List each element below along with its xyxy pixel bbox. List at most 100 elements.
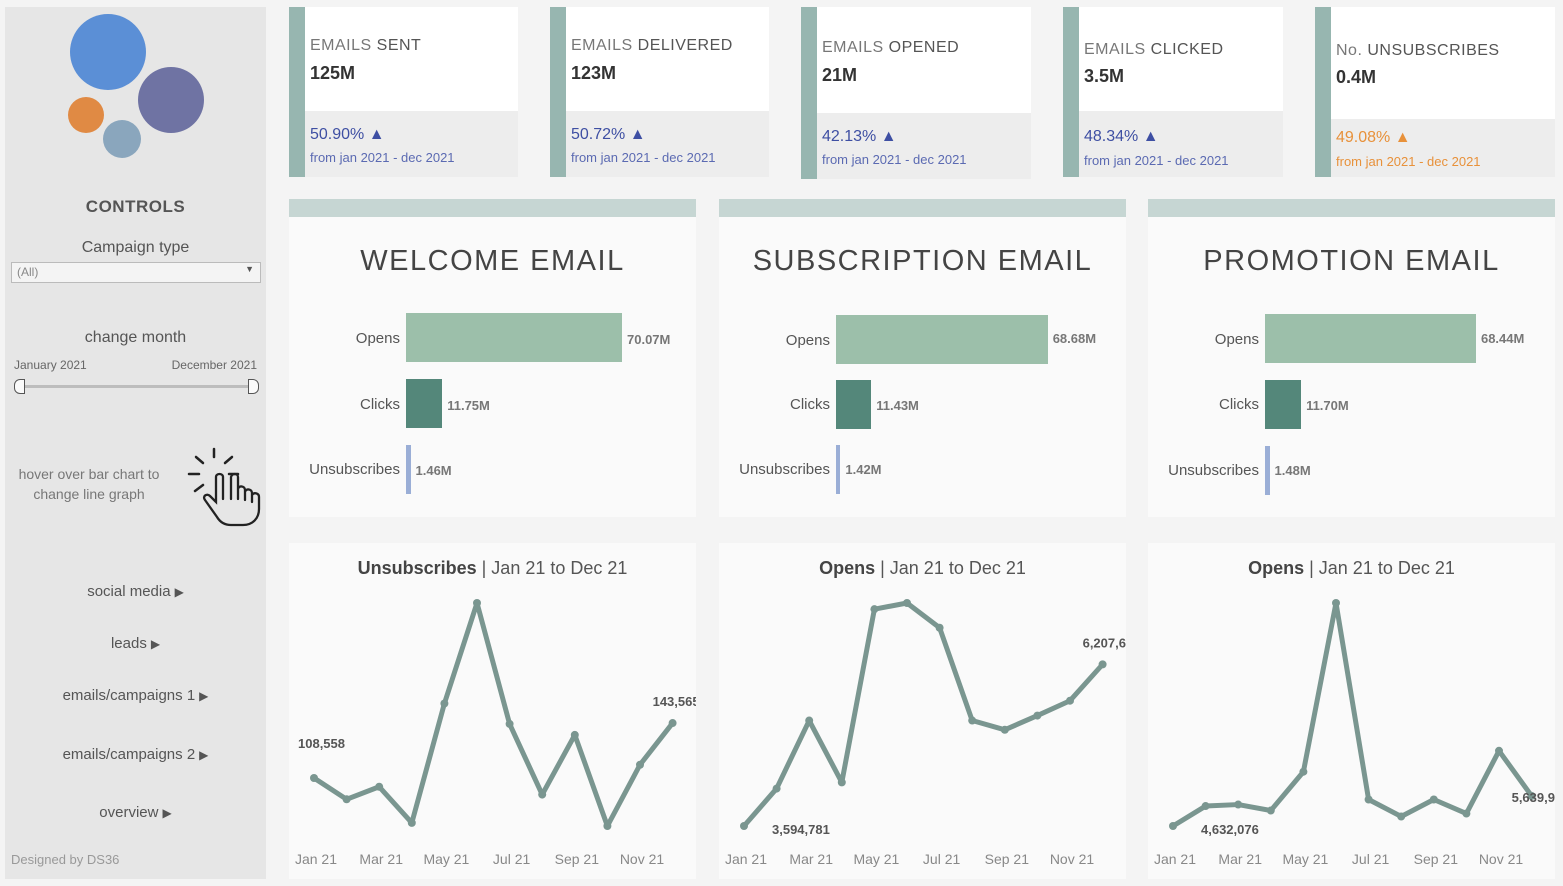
line-point[interactable]	[636, 760, 644, 769]
promotion-email-panel: PROMOTION EMAIL Opens 68.44M Clicks 11.7…	[1148, 217, 1555, 517]
campaign-type-dropdown[interactable]: (All) ▼	[11, 262, 261, 283]
x-tick-label: Jan 21	[295, 851, 337, 867]
line-point[interactable]	[935, 623, 944, 632]
line-point[interactable]	[668, 719, 677, 728]
line-point[interactable]	[1169, 822, 1177, 830]
panel-header-strip	[1148, 199, 1555, 217]
kpi-value: 0.4M	[1336, 67, 1377, 87]
kpi-label: EMAILS CLICKED	[1084, 41, 1224, 59]
line-data-label: 3,594,781	[772, 822, 830, 837]
line-point[interactable]	[505, 719, 514, 728]
bar-unsubscribes[interactable]	[836, 445, 841, 494]
line-point[interactable]	[1234, 800, 1243, 809]
line-point[interactable]	[968, 716, 977, 725]
sidebar: CONTROLS Campaign type (All) ▼ change mo…	[5, 7, 266, 879]
bar-label-opens: Opens	[785, 332, 830, 349]
line-point[interactable]	[1201, 802, 1210, 811]
bar-opens[interactable]	[406, 313, 622, 362]
bar-value-opens: 68.68M	[1052, 331, 1097, 346]
month-slider-track[interactable]	[18, 385, 258, 388]
line-chart-promotion[interactable]: 4,632,076 5,639,915 Jan 21 Mar 21 May 21 Jul …	[1148, 543, 1555, 879]
line-point[interactable]	[903, 599, 911, 607]
line-chart-title: Opens | Jan 21 to Dec 21	[719, 558, 1126, 579]
kpi-card-emails-sent: EMAILS SENT 125M 50.90% ▲ from jan 2021 …	[289, 7, 518, 177]
line-point[interactable]	[310, 774, 318, 783]
line-point[interactable]	[1299, 767, 1308, 776]
kpi-percent-value: 50.72%	[571, 126, 626, 143]
kpi-accent-strip	[550, 7, 566, 177]
panel-header-strip	[719, 199, 1126, 217]
play-arrow-icon: ▶	[150, 637, 161, 651]
line-data-label: 108,558	[298, 736, 345, 751]
kpi-value: 125M	[310, 63, 356, 83]
nav-emails-campaigns-1[interactable]: emails/campaigns 1 ▶	[5, 687, 266, 704]
line-point[interactable]	[1397, 812, 1406, 821]
line-point[interactable]	[407, 818, 416, 827]
line-point[interactable]	[1495, 746, 1503, 755]
panel-title: SUBSCRIPTION EMAIL	[752, 245, 1093, 277]
x-tick-label: Jul 21	[493, 851, 531, 867]
nav-overview[interactable]: overview ▶	[5, 804, 266, 821]
kpi-date-range: from jan 2021 - dec 2021	[310, 150, 455, 165]
line-point[interactable]	[1266, 806, 1275, 815]
line-point[interactable]	[870, 605, 879, 614]
kpi-footer	[817, 113, 1031, 179]
nav-leads-label: leads	[110, 635, 147, 652]
line-point[interactable]	[837, 778, 846, 787]
kpi-label-main: CLICKED	[1150, 41, 1224, 58]
line-panel-welcome: Unsubscribes | Jan 21 to Dec 21 108,558 1…	[289, 543, 696, 879]
bar-clicks[interactable]	[836, 380, 872, 429]
line-data-label: 4,632,076	[1201, 822, 1259, 837]
bar-opens[interactable]	[1265, 314, 1476, 363]
nav-leads[interactable]: leads ▶	[5, 635, 266, 652]
play-arrow-icon: ▶	[199, 748, 209, 762]
kpi-label-prefix: EMAILS	[1084, 41, 1151, 58]
play-arrow-icon: ▶	[162, 806, 172, 820]
line-point[interactable]	[1429, 795, 1438, 804]
bar-clicks[interactable]	[406, 379, 443, 428]
line-data-label: 5,639,915	[1512, 790, 1555, 805]
line-point[interactable]	[473, 599, 481, 607]
line-point[interactable]	[1033, 711, 1042, 720]
line-point[interactable]	[342, 795, 351, 804]
line-chart-welcome[interactable]: 108,558 143,565 Jan 21 Mar 21 May 21 Jul 21 Se…	[289, 543, 696, 879]
nav-social-media[interactable]: social media ▶	[5, 583, 266, 600]
bar-value-clicks: 11.43M	[876, 398, 919, 413]
month-slider-end-handle[interactable]	[248, 379, 259, 394]
bar-unsubscribes[interactable]	[1265, 446, 1270, 495]
line-point[interactable]	[1066, 696, 1074, 705]
panel-header-strip	[289, 199, 696, 217]
line-point[interactable]	[440, 699, 449, 708]
kpi-percent-value: 48.34%	[1084, 128, 1139, 145]
line-point[interactable]	[603, 822, 612, 830]
line-data-label: 6,207,661	[1083, 635, 1126, 650]
line-point[interactable]	[1000, 725, 1009, 734]
kpi-footer	[1079, 111, 1283, 177]
line-point[interactable]	[740, 822, 748, 830]
line-chart-subscription[interactable]: 3,594,781 6,207,661 Jan 21 Mar 21 May 21 Jul …	[719, 543, 1126, 879]
hover-hint-text: hover over bar chart to change line grap…	[18, 466, 160, 502]
bar-clicks[interactable]	[1265, 380, 1302, 429]
line-chart-title-range: | Jan 21 to Dec 21	[875, 558, 1026, 578]
bar-opens[interactable]	[836, 315, 1048, 364]
bar-unsubscribes[interactable]	[406, 445, 411, 494]
controls-title: CONTROLS	[85, 197, 186, 216]
bar-value-unsubscribes: 1.42M	[845, 462, 882, 477]
line-point[interactable]	[570, 730, 579, 739]
line-point[interactable]	[375, 782, 384, 791]
line-point[interactable]	[1527, 791, 1536, 800]
x-tick-label: Nov 21	[1050, 851, 1095, 867]
line-point[interactable]	[805, 716, 814, 725]
kpi-percent: 50.90% ▲	[310, 126, 385, 144]
line-point[interactable]	[1462, 809, 1471, 818]
line-point[interactable]	[1364, 795, 1373, 804]
bar-label-opens: Opens	[355, 330, 400, 347]
line-point[interactable]	[538, 790, 547, 799]
line-point[interactable]	[1098, 660, 1107, 669]
line-point[interactable]	[772, 784, 781, 793]
bar-value-unsubscribes: 1.46M	[415, 463, 452, 478]
nav-emails-campaigns-2[interactable]: emails/campaigns 2 ▶	[5, 746, 266, 763]
month-slider-start-handle[interactable]	[14, 379, 25, 394]
logo-bubble-purple	[138, 67, 204, 133]
line-point[interactable]	[1332, 599, 1340, 607]
